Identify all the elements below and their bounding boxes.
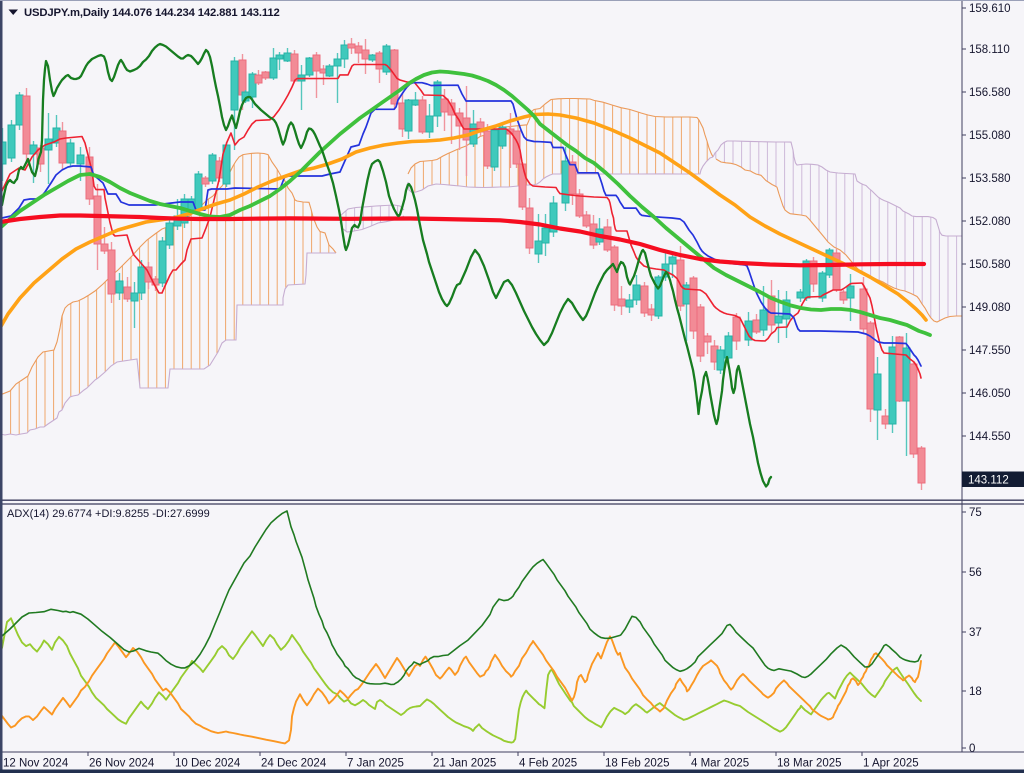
svg-text:37: 37 bbox=[969, 627, 982, 639]
svg-text:146.050: 146.050 bbox=[969, 388, 1011, 400]
svg-text:158.110: 158.110 bbox=[969, 44, 1010, 56]
svg-text:75: 75 bbox=[969, 507, 982, 519]
svg-text:152.080: 152.080 bbox=[969, 216, 1011, 228]
svg-text:156.580: 156.580 bbox=[969, 87, 1011, 99]
svg-text:ADX(14) 29.6774 +DI:9.8255 -DI: ADX(14) 29.6774 +DI:9.8255 -DI:27.6999 bbox=[7, 508, 210, 520]
svg-text:4 Feb 2025: 4 Feb 2025 bbox=[519, 758, 577, 770]
svg-text:143.112: 143.112 bbox=[968, 475, 1009, 487]
svg-text:56: 56 bbox=[969, 567, 982, 579]
svg-text:159.610: 159.610 bbox=[969, 3, 1011, 15]
svg-text:18 Mar 2025: 18 Mar 2025 bbox=[777, 758, 842, 770]
svg-text:153.580: 153.580 bbox=[969, 173, 1011, 185]
svg-text:26 Nov 2024: 26 Nov 2024 bbox=[89, 758, 155, 770]
svg-text:1 Apr 2025: 1 Apr 2025 bbox=[863, 758, 919, 770]
svg-text:12 Nov 2024: 12 Nov 2024 bbox=[3, 758, 69, 770]
svg-text:24 Dec 2024: 24 Dec 2024 bbox=[261, 758, 327, 770]
svg-text:21 Jan 2025: 21 Jan 2025 bbox=[433, 758, 496, 770]
svg-text:USDJPY.m,Daily 144.076 144.23: USDJPY.m,Daily 144.076 144.234 142.881 1… bbox=[24, 7, 280, 19]
svg-text:147.550: 147.550 bbox=[969, 345, 1011, 357]
svg-text:144.550: 144.550 bbox=[969, 431, 1011, 443]
svg-text:155.080: 155.080 bbox=[969, 130, 1011, 142]
svg-text:0: 0 bbox=[969, 743, 975, 755]
svg-text:18: 18 bbox=[969, 686, 982, 698]
svg-text:149.080: 149.080 bbox=[969, 302, 1011, 314]
svg-text:150.580: 150.580 bbox=[969, 259, 1011, 271]
svg-text:10 Dec 2024: 10 Dec 2024 bbox=[175, 758, 241, 770]
svg-text:18 Feb 2025: 18 Feb 2025 bbox=[605, 758, 670, 770]
svg-text:7 Jan 2025: 7 Jan 2025 bbox=[347, 758, 404, 770]
svg-text:4 Mar 2025: 4 Mar 2025 bbox=[691, 758, 749, 770]
